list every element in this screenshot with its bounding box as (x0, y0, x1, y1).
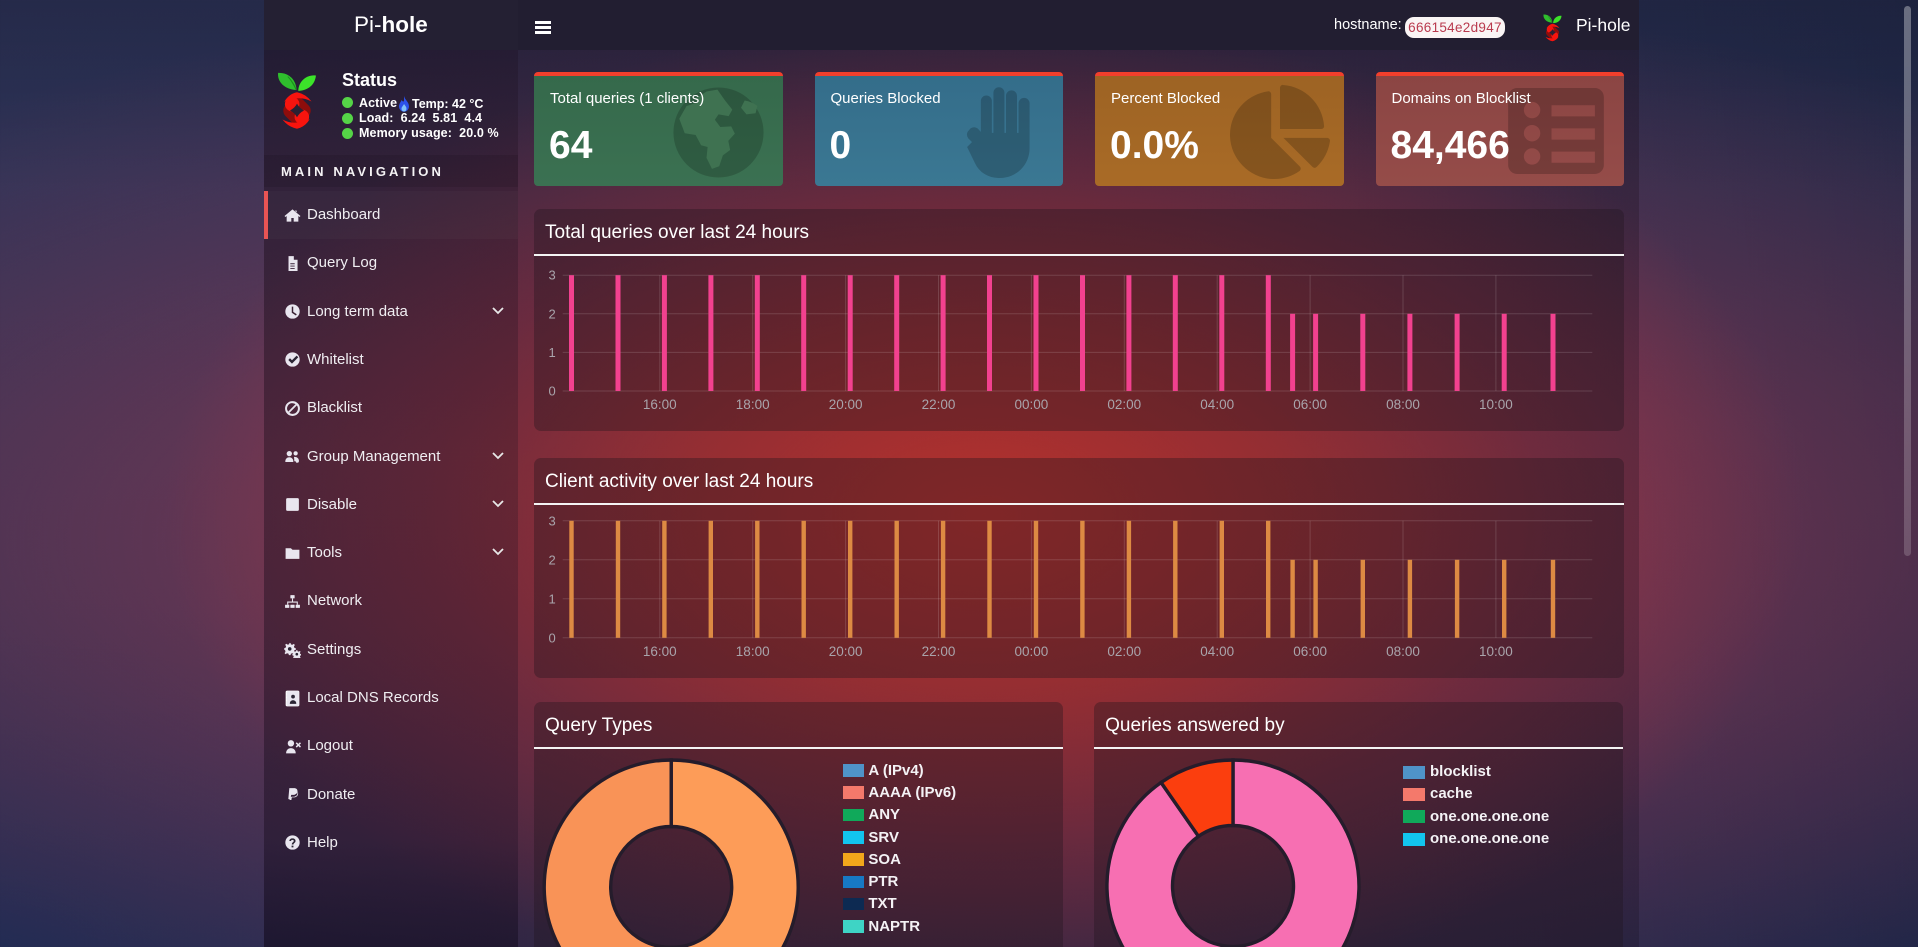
svg-text:16:00: 16:00 (643, 644, 677, 659)
svg-text:22:00: 22:00 (922, 397, 956, 412)
svg-text:18:00: 18:00 (736, 644, 770, 659)
svg-text:18:00: 18:00 (736, 397, 770, 412)
svg-text:04:00: 04:00 (1200, 397, 1234, 412)
svg-text:04:00: 04:00 (1200, 644, 1234, 659)
svg-text:08:00: 08:00 (1386, 644, 1420, 659)
svg-text:00:00: 00:00 (1015, 644, 1049, 659)
svg-text:10:00: 10:00 (1479, 644, 1513, 659)
svg-text:0: 0 (548, 384, 555, 399)
svg-text:20:00: 20:00 (829, 397, 863, 412)
svg-text:2: 2 (548, 552, 555, 567)
svg-text:3: 3 (548, 513, 555, 528)
svg-text:0: 0 (548, 630, 555, 645)
svg-text:08:00: 08:00 (1386, 397, 1420, 412)
svg-text:20:00: 20:00 (829, 644, 863, 659)
svg-text:3: 3 (548, 268, 555, 283)
svg-text:06:00: 06:00 (1293, 397, 1327, 412)
svg-text:02:00: 02:00 (1107, 397, 1141, 412)
svg-text:10:00: 10:00 (1479, 397, 1513, 412)
svg-text:06:00: 06:00 (1293, 644, 1327, 659)
svg-text:16:00: 16:00 (643, 397, 677, 412)
svg-text:02:00: 02:00 (1107, 644, 1141, 659)
svg-text:22:00: 22:00 (922, 644, 956, 659)
svg-text:2: 2 (548, 306, 555, 321)
svg-text:00:00: 00:00 (1015, 397, 1049, 412)
svg-text:1: 1 (548, 591, 555, 606)
svg-text:1: 1 (548, 345, 555, 360)
